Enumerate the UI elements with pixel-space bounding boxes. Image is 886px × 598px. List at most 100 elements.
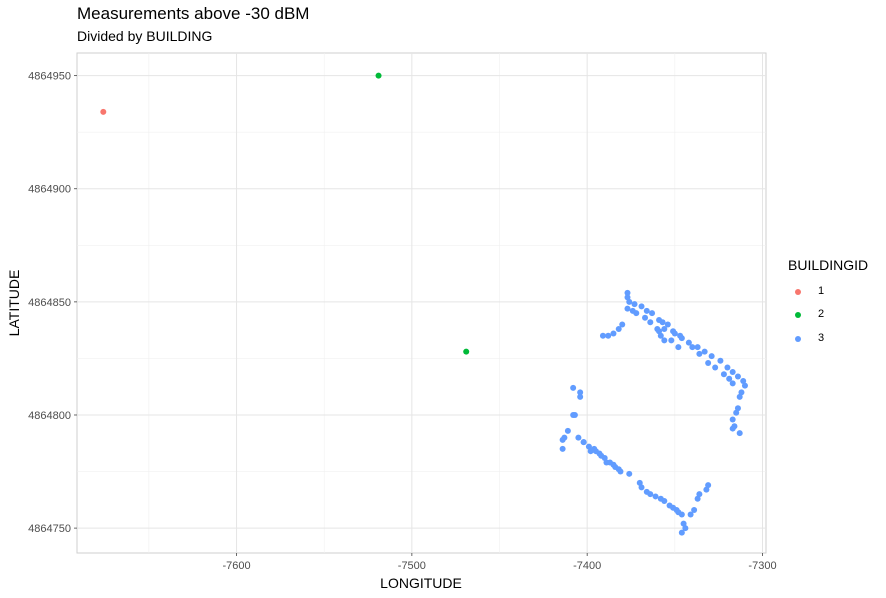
legend-key-2 (795, 312, 801, 318)
data-point-building-3 (656, 328, 663, 335)
data-point-building-3 (615, 466, 622, 473)
data-point-building-3 (605, 332, 612, 339)
data-point-building-3 (678, 529, 685, 536)
data-point-building-3 (564, 427, 571, 434)
legend-key-3 (795, 336, 801, 342)
data-point-building-2 (463, 348, 470, 355)
data-point-building-3 (661, 337, 668, 344)
legend-key-1 (795, 289, 801, 295)
x-tick-label: -7300 (748, 560, 776, 572)
data-point-building-3 (705, 359, 712, 366)
data-point-building-3 (642, 314, 649, 321)
data-point-building-3 (599, 332, 606, 339)
x-tick-label: -7500 (398, 560, 426, 572)
data-point-building-3 (694, 495, 701, 502)
legend-label-1: 1 (818, 285, 825, 297)
data-point-building-3 (649, 310, 656, 317)
data-point-building-3 (585, 443, 592, 450)
x-axis-label: LONGITUDE (380, 575, 462, 591)
data-point-building-3 (647, 491, 654, 498)
data-point-building-3 (657, 332, 664, 339)
data-point-building-3 (638, 484, 645, 491)
data-point-building-3 (687, 511, 694, 518)
data-point-building-3 (717, 357, 724, 364)
data-point-building-3 (592, 448, 599, 455)
data-point-building-3 (666, 502, 673, 509)
data-point-building-3 (724, 364, 731, 371)
data-point-building-3 (680, 520, 687, 527)
data-point-building-3 (587, 448, 594, 455)
data-point-building-3 (575, 434, 582, 441)
x-tick-label: -7600 (222, 560, 250, 572)
data-point-building-3 (734, 373, 741, 380)
data-point-building-3 (610, 330, 617, 337)
data-point-building-3 (559, 436, 566, 443)
data-point-building-3 (636, 479, 643, 486)
data-point-building-3 (619, 321, 626, 328)
data-point-building-3 (626, 298, 633, 305)
data-point-building-1 (100, 108, 107, 115)
y-tick-label: 4864750 (28, 523, 71, 535)
data-point-building-3 (729, 425, 736, 432)
data-point-building-3 (624, 305, 631, 312)
data-point-building-3 (624, 294, 631, 301)
y-tick-label: 4864850 (28, 297, 71, 309)
data-point-building-3 (671, 330, 678, 337)
data-point-building-3 (610, 461, 617, 468)
x-axis-ticks: -7600 -7500 -7400 -7300 (222, 553, 777, 572)
grid-minor (77, 53, 766, 553)
data-point-building-3 (643, 307, 650, 314)
data-point-building-3 (736, 393, 743, 400)
data-point-building-3 (729, 416, 736, 423)
legend-title: BUILDINGID (788, 257, 869, 273)
data-point-building-3 (675, 344, 682, 351)
data-point-building-3 (740, 378, 747, 385)
data-point-building-3 (570, 384, 577, 391)
data-point-building-3 (659, 319, 666, 326)
data-point-building-3 (638, 303, 645, 310)
data-point-building-3 (678, 335, 685, 342)
grid-major (77, 53, 766, 553)
data-point-building-3 (603, 459, 610, 466)
data-point-building-3 (720, 371, 727, 378)
data-point-building-3 (708, 353, 715, 360)
data-point-building-3 (703, 486, 710, 493)
data-point-building-3 (705, 482, 712, 489)
data-point-building-3 (577, 393, 584, 400)
data-point-building-3 (624, 289, 631, 296)
data-point-building-3 (559, 445, 566, 452)
y-axis-label: LATITUDE (6, 270, 22, 337)
data-point-building-3 (626, 470, 633, 477)
data-point-building-3 (738, 389, 745, 396)
data-point-building-3 (701, 348, 708, 355)
data-point-building-3 (694, 344, 701, 351)
data-point-building-3 (736, 430, 743, 437)
data-point-building-3 (678, 511, 685, 518)
data-point-building-3 (652, 493, 659, 500)
data-point-building-3 (712, 364, 719, 371)
legend-label-3: 3 (818, 332, 825, 344)
data-point-building-3 (741, 382, 748, 389)
y-axis-ticks: 4864750 4864800 4864850 4864900 4864950 (28, 71, 77, 535)
data-point-building-3 (571, 411, 578, 418)
data-point-building-3 (733, 409, 740, 416)
data-point-building-3 (657, 495, 664, 502)
data-point-building-3 (577, 389, 584, 396)
data-point-building-3 (631, 301, 638, 308)
data-point-building-3 (647, 319, 654, 326)
data-point-building-3 (598, 452, 605, 459)
chart-title: Measurements above -30 dBM (77, 4, 310, 23)
data-point-building-3 (729, 369, 736, 376)
data-point-building-3 (696, 350, 703, 357)
data-point-building-3 (726, 375, 733, 382)
data-point-building-3 (615, 326, 622, 333)
chart-subtitle: Divided by BUILDING (77, 28, 213, 44)
data-point-building-3 (673, 507, 680, 514)
data-point-building-3 (696, 491, 703, 498)
data-point-building-3 (661, 326, 668, 333)
y-tick-label: 4864800 (28, 410, 71, 422)
data-point-building-3 (689, 344, 696, 351)
data-point-building-3 (729, 380, 736, 387)
plot-panel-border (76, 52, 767, 554)
